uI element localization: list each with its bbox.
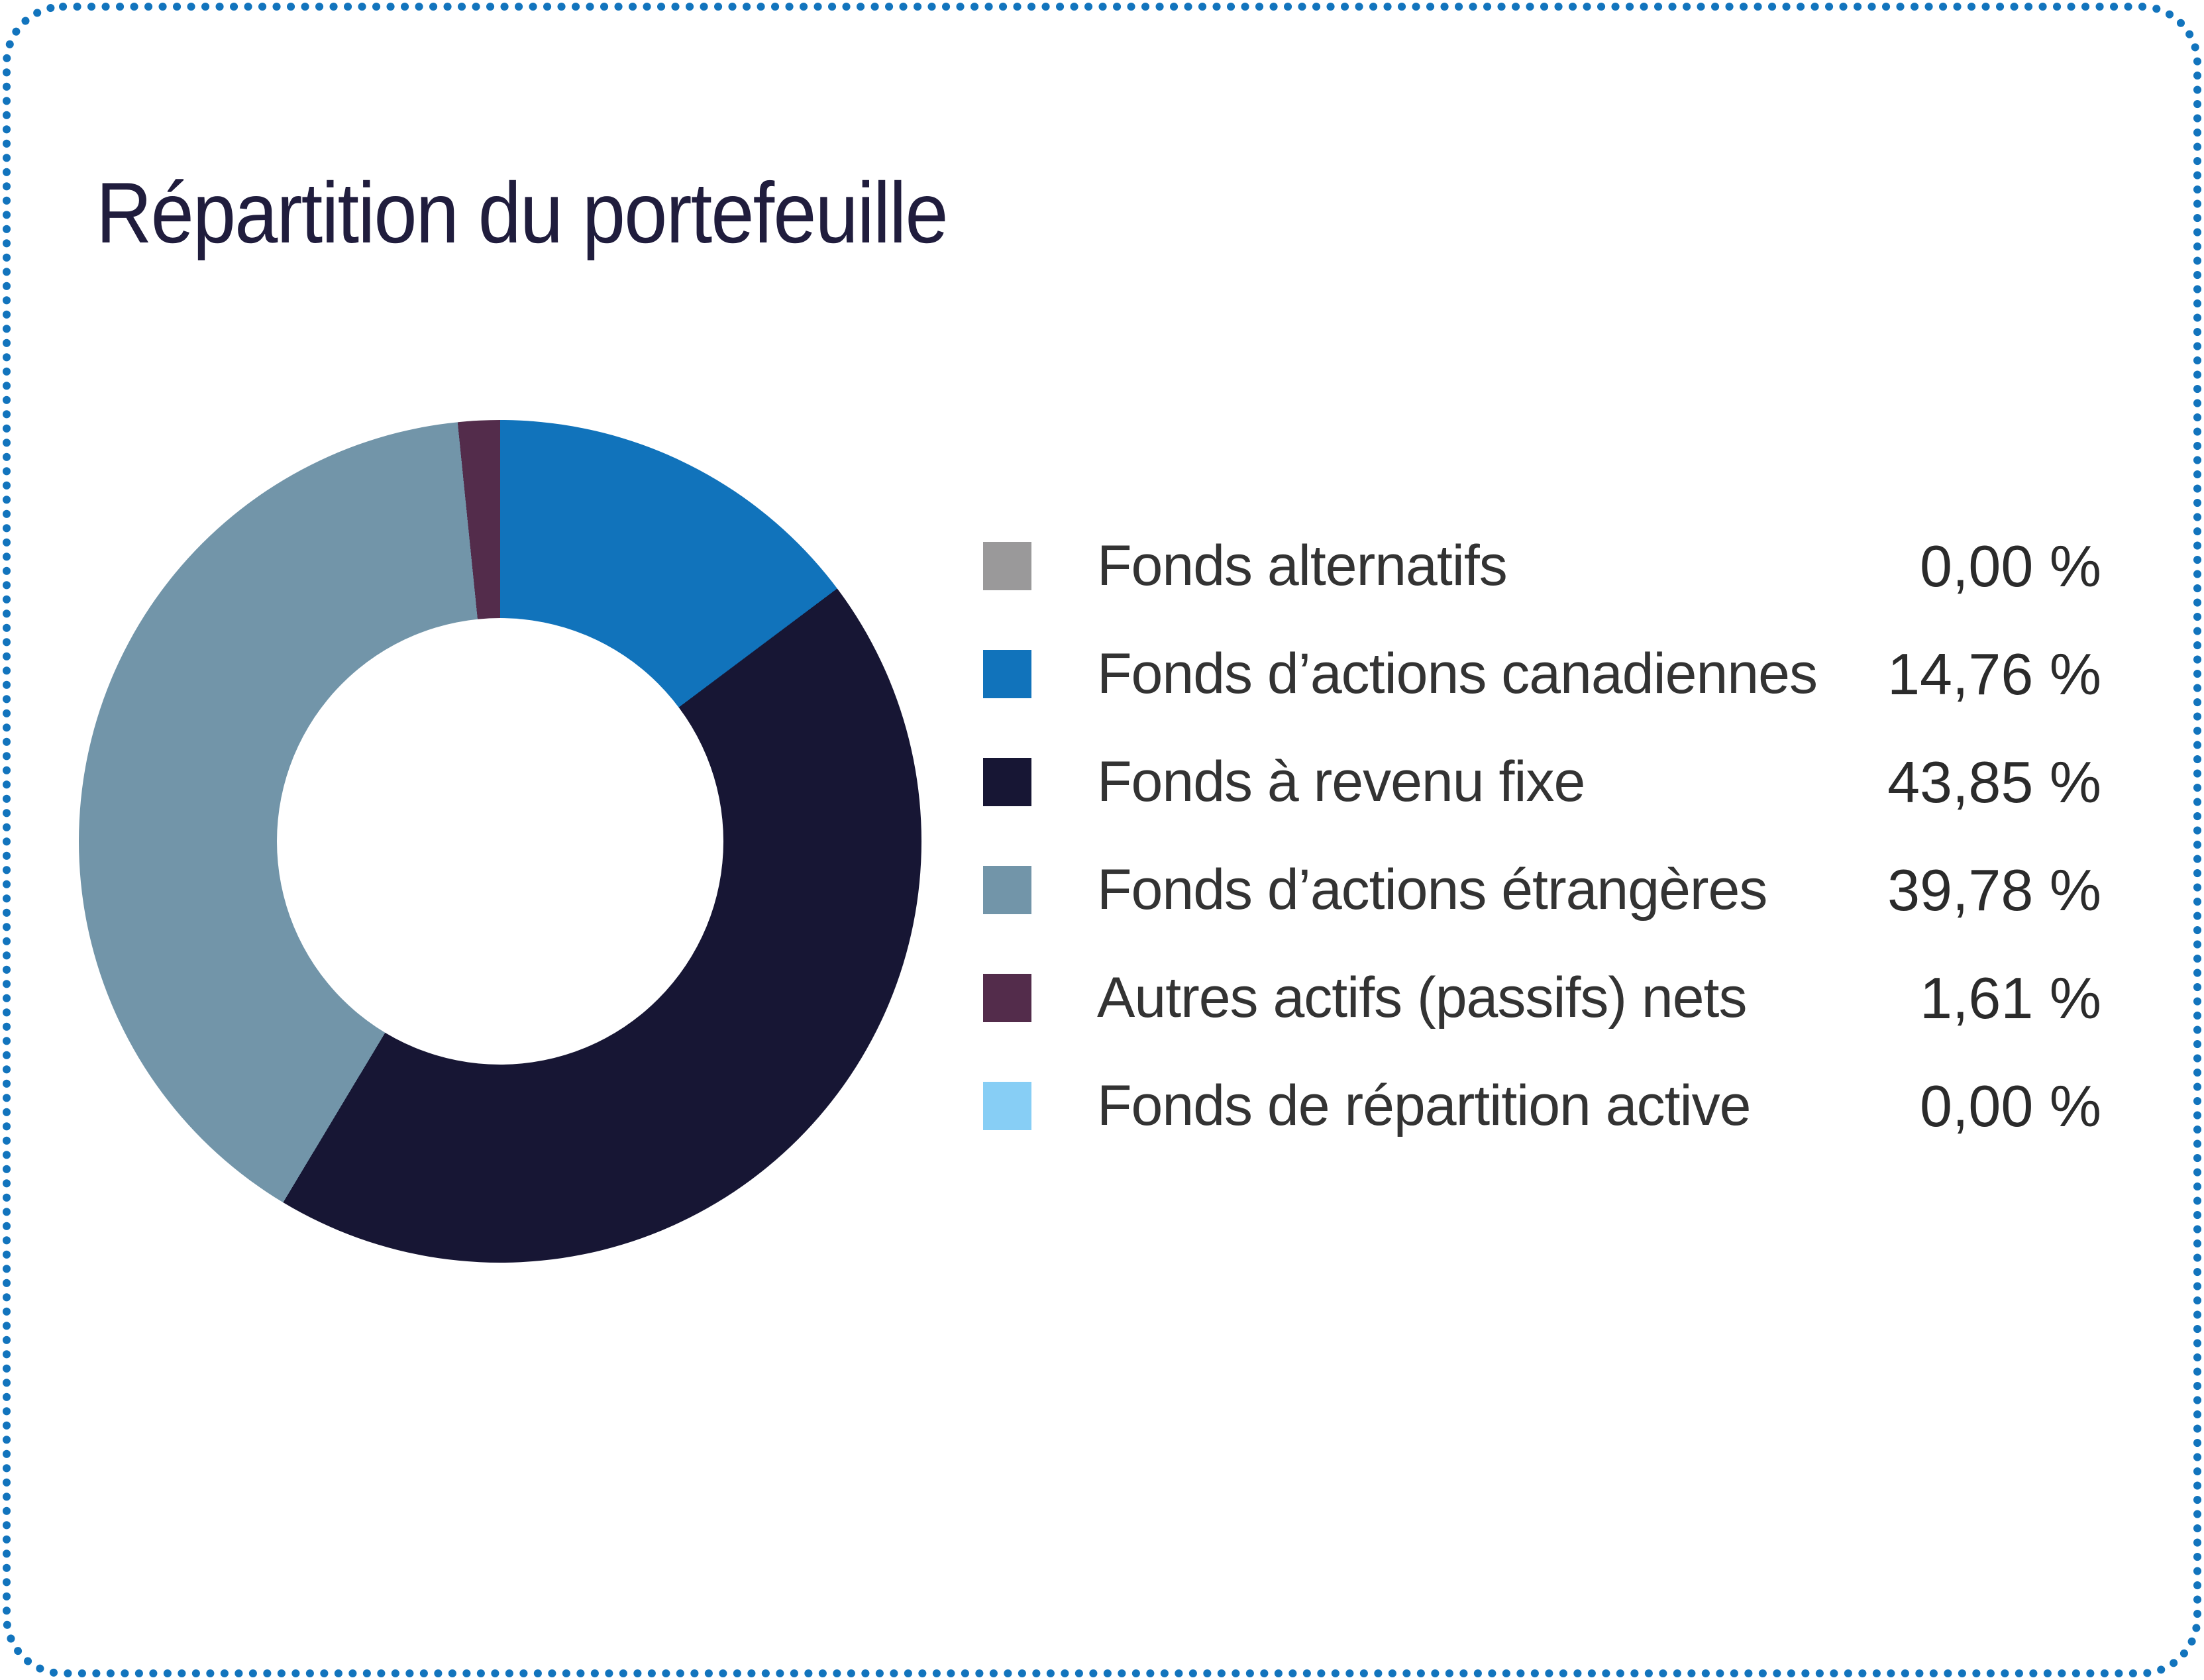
legend-value: 43,85 % <box>1887 749 2101 815</box>
legend-item: Fonds d’actions étrangères 39,78 % <box>983 836 2101 944</box>
legend-item: Fonds alternatifs 0,00 % <box>983 512 2101 620</box>
page-title: Répartition du portefeuille <box>96 164 949 261</box>
legend: Fonds alternatifs 0,00 % Fonds d’actions… <box>983 512 2101 1160</box>
legend-swatch <box>983 1082 1031 1130</box>
legend-item: Fonds à revenu fixe 43,85 % <box>983 728 2101 836</box>
legend-label: Autres actifs (passifs) nets <box>1097 966 1747 1029</box>
legend-value: 39,78 % <box>1887 857 2101 923</box>
legend-item: Fonds d’actions canadiennes 14,76 % <box>983 620 2101 728</box>
legend-label: Fonds d’actions étrangères <box>1097 858 1767 921</box>
legend-swatch <box>983 650 1031 698</box>
legend-swatch <box>983 974 1031 1022</box>
legend-label: Fonds alternatifs <box>1097 534 1508 598</box>
legend-swatch <box>983 866 1031 914</box>
legend-label: Fonds à revenu fixe <box>1097 750 1585 814</box>
legend-value: 14,76 % <box>1887 641 2101 707</box>
donut-hole <box>277 618 723 1065</box>
legend-swatch <box>983 542 1031 590</box>
legend-item: Fonds de répartition active 0,00 % <box>983 1052 2101 1160</box>
legend-value: 0,00 % <box>1920 1073 2101 1139</box>
legend-value: 0,00 % <box>1920 533 2101 599</box>
legend-item: Autres actifs (passifs) nets 1,61 % <box>983 944 2101 1052</box>
legend-label: Fonds de répartition active <box>1097 1074 1751 1137</box>
legend-value: 1,61 % <box>1920 965 2101 1031</box>
legend-swatch <box>983 758 1031 806</box>
donut-chart <box>79 420 921 1263</box>
legend-label: Fonds d’actions canadiennes <box>1097 642 1818 706</box>
